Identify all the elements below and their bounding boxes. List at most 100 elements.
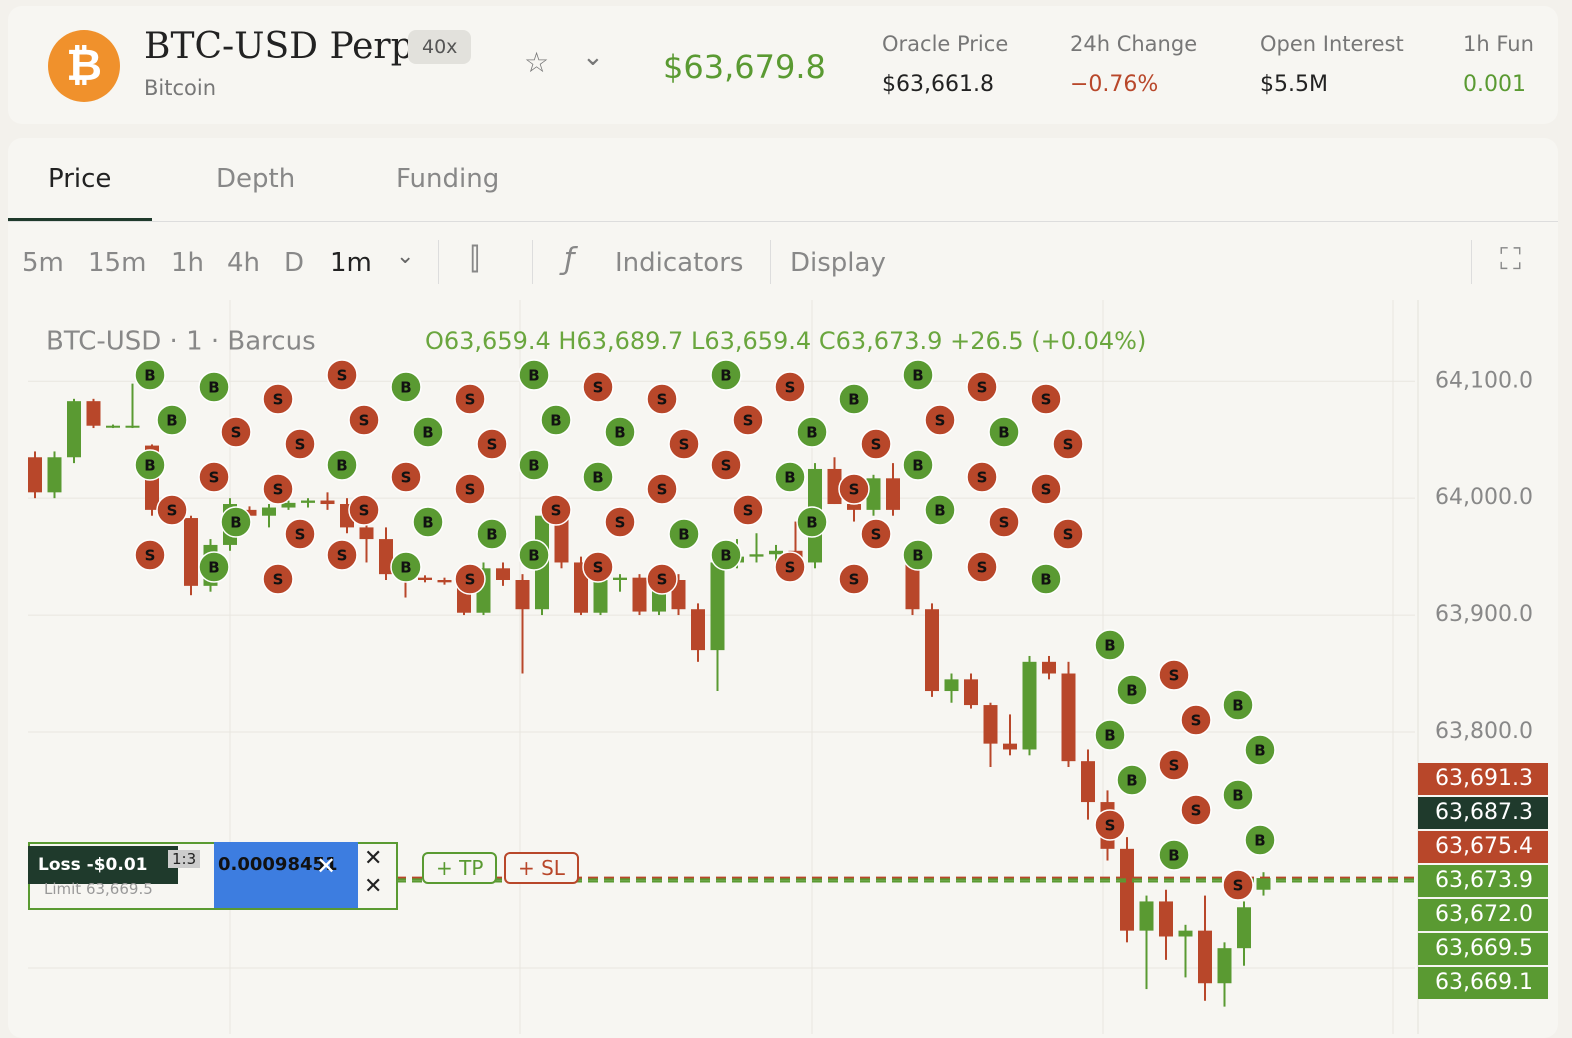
interval[interactable]: 1m: [330, 248, 372, 278]
size: 0.00098451: [214, 842, 358, 908]
candle-body: [28, 457, 42, 493]
trade-marker: [774, 551, 806, 583]
symbol: BTC-USD Perp: [144, 26, 414, 67]
trade-marker: [1158, 659, 1190, 691]
fullscreen[interactable]: ⛶: [1500, 242, 1521, 277]
price-tag: [1418, 967, 1548, 999]
ratio: 1:3: [168, 850, 201, 868]
candle-body: [1120, 848, 1134, 931]
trade-marker-label: B: [1232, 697, 1243, 715]
trade-marker: [390, 551, 422, 583]
trade-marker-label: S: [359, 412, 370, 430]
trade-marker-label: S: [145, 547, 156, 565]
trade-marker-label: S: [657, 481, 668, 499]
trade-marker-label: B: [1104, 727, 1115, 745]
trade-marker: [966, 461, 998, 493]
trade-marker: [582, 551, 614, 583]
trade-marker: [646, 383, 678, 415]
trade-marker-label: B: [720, 367, 731, 385]
trade-marker: [454, 383, 486, 415]
trade-marker: [1244, 824, 1276, 856]
trade-marker-label: S: [849, 571, 860, 589]
trade-marker-label: S: [977, 559, 988, 577]
interval[interactable]: 4h: [227, 248, 261, 278]
candle-body: [769, 550, 783, 555]
candle-body: [359, 527, 374, 540]
interval[interactable]: 1h: [171, 248, 205, 278]
trade-marker: [902, 449, 934, 481]
cancel[interactable]: ✕: [364, 846, 383, 871]
trade-marker-label: S: [785, 379, 796, 397]
trade-marker: [326, 449, 358, 481]
trade-marker-label: S: [401, 469, 412, 487]
display[interactable]: Display: [790, 248, 886, 278]
trade-marker-label: S: [657, 391, 668, 409]
trade-marker: [668, 518, 700, 550]
trade-marker-label: B: [784, 469, 795, 487]
trade-marker-label: S: [1169, 757, 1180, 775]
trade-marker-label: B: [550, 412, 561, 430]
candle-body: [1042, 661, 1056, 674]
candle-body: [1256, 878, 1271, 890]
cancel[interactable]: ✕: [316, 852, 337, 880]
trade-marker: [732, 494, 764, 526]
trade-marker-label: S: [465, 481, 476, 499]
trade-marker-label: S: [209, 469, 220, 487]
trade-marker-label: S: [657, 571, 668, 589]
candle-body: [262, 507, 276, 516]
trade-marker-label: B: [848, 391, 859, 409]
trade-marker-label: S: [743, 412, 754, 430]
candle-body: [184, 518, 198, 586]
trade-marker-label: B: [678, 526, 689, 544]
interval[interactable]: 15m: [88, 248, 147, 278]
dropdown[interactable]: ⌄: [582, 42, 604, 72]
trade-marker: [860, 518, 892, 550]
stop-loss[interactable]: + SL: [504, 852, 579, 884]
candle-type[interactable]: ⫿: [470, 242, 480, 277]
interval[interactable]: 5m: [22, 248, 64, 278]
stat-label: Oracle Price: [882, 32, 1009, 56]
favorite[interactable]: ☆: [524, 46, 550, 79]
trade-marker: [134, 539, 166, 571]
trade-marker: [838, 563, 870, 595]
trade-marker: [198, 551, 230, 583]
trade-marker: [518, 539, 550, 571]
trade-marker-label: S: [295, 436, 306, 454]
loss-label: Loss -$0.01: [28, 846, 178, 884]
tab[interactable]: Depth: [216, 164, 296, 194]
trade-marker-label: B: [806, 424, 817, 442]
trade-marker-label: B: [912, 367, 923, 385]
trade-marker: [412, 416, 444, 448]
cancel[interactable]: ✕: [364, 874, 383, 899]
candle-body: [944, 679, 959, 692]
trade-marker: [838, 383, 870, 415]
tab[interactable]: Price: [48, 164, 112, 194]
candle-body: [886, 478, 900, 510]
trade-marker: [348, 404, 380, 436]
ohlc-legend: O63,659.4 H63,689.7 L63,659.4 C63,673.9 …: [425, 327, 1146, 355]
trade-marker: [796, 506, 828, 538]
candle-body: [1003, 743, 1017, 750]
trade-marker-label: S: [615, 514, 626, 532]
coin-icon: ₿: [48, 30, 120, 102]
trade-marker-label: S: [465, 571, 476, 589]
take-profit[interactable]: + TP: [422, 852, 498, 884]
trade-marker: [710, 449, 742, 481]
toolbar-separator: [1471, 240, 1472, 284]
trade-marker: [1116, 764, 1148, 796]
trade-marker: [646, 563, 678, 595]
trade-marker: [1030, 473, 1062, 505]
stat-value: $5.5M: [1260, 72, 1328, 97]
candle-body: [554, 515, 569, 563]
trade-marker: [924, 404, 956, 436]
tab[interactable]: Funding: [396, 164, 500, 194]
interval[interactable]: D: [284, 248, 305, 278]
interval-dropdown[interactable]: ⌄: [396, 244, 415, 269]
fx-icon[interactable]: ƒ: [564, 242, 575, 277]
trade-marker-label: B: [336, 457, 347, 475]
indicators[interactable]: Indicators: [615, 248, 744, 278]
trade-marker-label: B: [528, 457, 539, 475]
trade-marker: [134, 449, 166, 481]
candle-body: [866, 478, 881, 510]
trade-marker-label: B: [1232, 787, 1243, 805]
